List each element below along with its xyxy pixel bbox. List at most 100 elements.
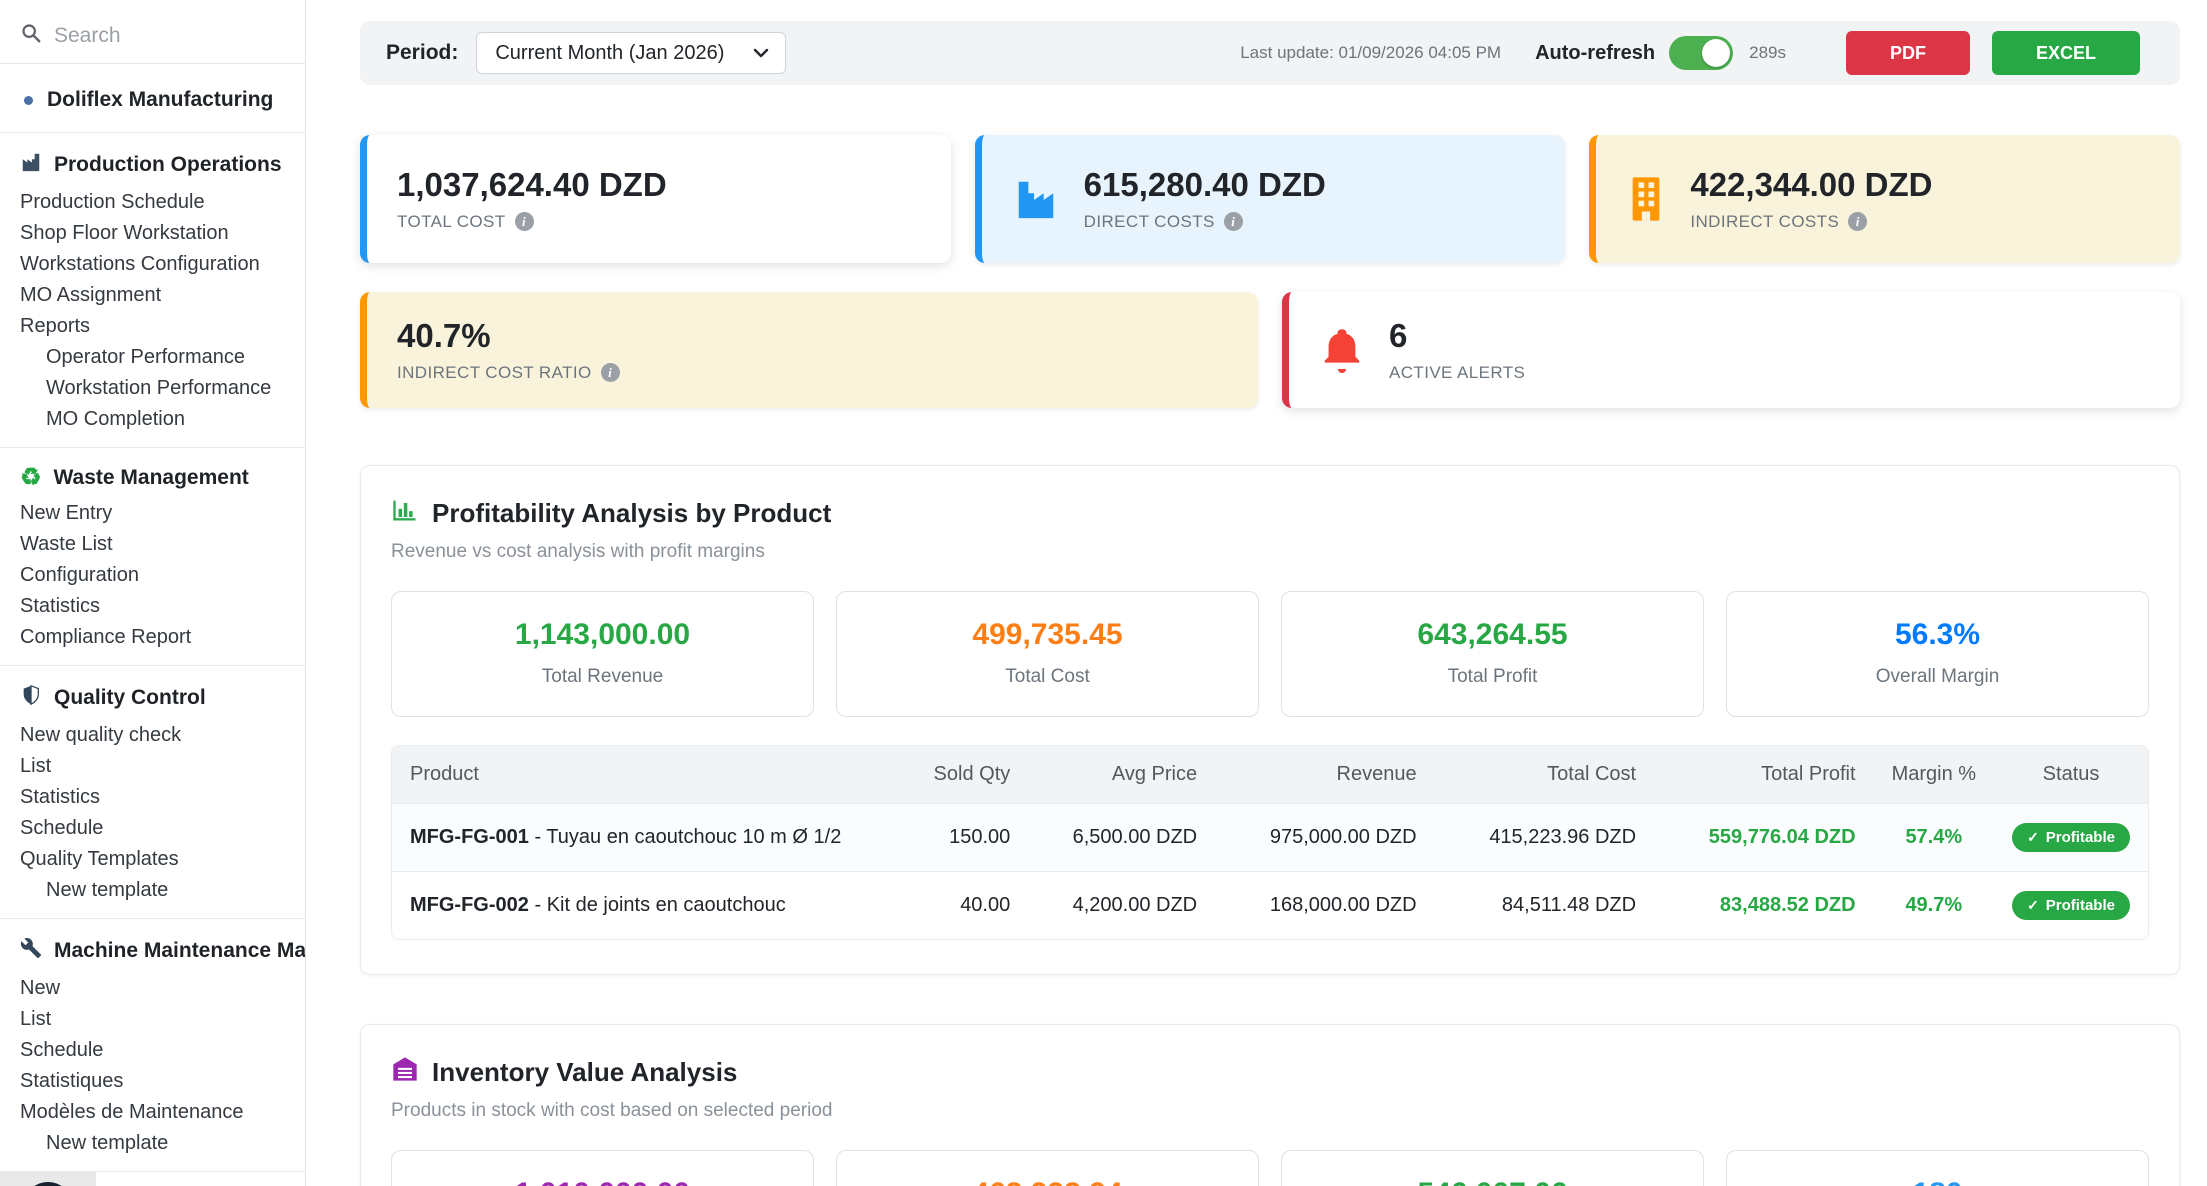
sidebar: Doliflex Manufacturing Production Operat… [0,0,306,1186]
kpi-card-indirect-costs: 422,344.00 DZD INDIRECT COSTS i [1589,135,2181,263]
sidebar-item-maintenance-list[interactable]: List [20,1008,52,1030]
sidebar-item-quality-templates[interactable]: Quality Templates [20,848,179,870]
indirect-ratio-label: INDIRECT COST RATIO [397,362,592,382]
sidebar-item-operator-performance[interactable]: Operator Performance [46,346,245,368]
profitability-table: Product Sold Qty Avg Price Revenue Total… [391,745,2149,940]
kpi-row-1: 1,037,624.40 DZD TOTAL COST i 615,280.40 … [360,135,2181,263]
sidebar-search [0,0,305,64]
sidebar-item-waste-statistics[interactable]: Statistics [20,595,101,617]
total-cost-label: TOTAL COST [397,211,506,231]
auto-refresh-label: Auto-refresh [1535,41,1656,64]
direct-costs-label: DIRECT COSTS [1083,211,1215,231]
period-select-wrap: Current Month (Jan 2026) [476,32,787,74]
direct-costs-value: 615,280.40 DZD [1083,166,1326,204]
kpi-card-active-alerts: 6 ACTIVE ALERTS [1282,292,2180,408]
indirect-costs-label: INDIRECT COSTS [1690,211,1840,231]
sidebar-item-waste-list[interactable]: Waste List [20,533,113,555]
sidebar-item-production-schedule[interactable]: Production Schedule [20,191,205,213]
shield-icon [20,684,42,712]
sidebar-item-maintenance-schedule[interactable]: Schedule [20,1039,104,1061]
sidebar-section-title-waste[interactable]: ♻ Waste Management [20,464,249,491]
php-icon-box: php [0,1172,96,1186]
sidebar-section-production: Production Operations Production Schedul… [0,151,305,448]
auto-refresh-toggle[interactable] [1669,36,1734,70]
kpi-card-indirect-ratio: 40.7% INDIRECT COST RATIO i [360,292,1258,408]
sidebar-section-title-maintenance[interactable]: Machine Maintenance Man... [20,937,305,965]
profitability-section: Profitability Analysis by Product Revenu… [360,465,2180,975]
info-icon[interactable]: i [1848,212,1868,232]
wrench-icon [20,937,42,965]
active-alerts-label: ACTIVE ALERTS [1389,362,1526,382]
bar-chart-icon [391,496,419,531]
stat-total-cost: 499,735.45 Total Cost [836,591,1259,717]
sidebar-item-mo-completion[interactable]: MO Completion [46,408,185,430]
sidebar-item-reports[interactable]: Reports [20,315,91,337]
company-dot-icon [24,95,33,105]
excel-button[interactable]: EXCEL [1991,31,2140,75]
sidebar-item-cost-analytics[interactable]: php Cost Analytics [0,1171,305,1186]
stat-inventory-cost: 463,992.94 Inventory Value (Cost) [836,1150,1259,1186]
sidebar-item-quality-new-template[interactable]: New template [46,879,169,901]
sidebar-item-new-quality-check[interactable]: New quality check [20,724,182,746]
kpi-card-total-cost: 1,037,624.40 DZD TOTAL COST i [360,135,951,263]
sidebar-item-compliance-report[interactable]: Compliance Report [20,626,192,648]
status-badge: ✓ Profitable [2012,891,2130,920]
sidebar-item-waste-configuration[interactable]: Configuration [20,564,139,586]
profitability-title: Profitability Analysis by Product [432,498,832,528]
sidebar-item-maintenance-new[interactable]: New [20,977,61,999]
inventory-section: Inventory Value Analysis Products in sto… [360,1024,2180,1186]
warehouse-icon [391,1055,419,1090]
info-icon[interactable]: i [514,212,534,232]
inventory-title: Inventory Value Analysis [432,1057,738,1087]
sidebar-item-workstations-configuration[interactable]: Workstations Configuration [20,253,260,275]
pdf-button[interactable]: PDF [1845,31,1970,75]
sidebar-section-title-production[interactable]: Production Operations [20,151,285,179]
sidebar-item-statistiques[interactable]: Statistiques [20,1070,124,1092]
main-content: Period: Current Month (Jan 2026) Last up… [306,0,2207,1186]
kpi-card-direct-costs: 615,280.40 DZD DIRECT COSTS i [974,135,1566,263]
period-label: Period: [386,41,459,64]
sidebar-section-maintenance: Machine Maintenance Man... New List Sche… [0,937,305,1171]
indirect-ratio-value: 40.7% [397,317,491,355]
recycle-icon: ♻ [20,464,42,491]
check-icon: ✓ [2027,897,2039,913]
table-row: MFG-FG-001 - Tuyau en caoutchouc 10 m Ø … [392,803,2148,872]
stat-inventory-selling: 1,010,000.00 Inventory Value (Selling) [391,1150,814,1186]
sidebar-section-waste: ♻ Waste Management New Entry Waste List … [0,466,305,666]
sidebar-item-shop-floor-workstation[interactable]: Shop Floor Workstation [20,222,229,244]
sidebar-item-mo-assignment[interactable]: MO Assignment [20,284,162,306]
sidebar-section-quality: Quality Control New quality check List S… [0,684,305,919]
active-alerts-value: 6 [1389,317,1408,355]
sidebar-item-quality-statistics[interactable]: Statistics [20,786,101,808]
check-icon: ✓ [2027,829,2039,845]
toggle-knob [1702,39,1731,67]
refresh-countdown: 289s [1749,43,1786,62]
kpi-row-2: 40.7% INDIRECT COST RATIO i 6 ACTIVE ALER… [360,292,2180,408]
company-name: Doliflex Manufacturing [47,88,274,111]
stat-total-profit: 643,264.55 Total Profit [1281,591,1704,717]
inventory-stats: 1,010,000.00 Inventory Value (Selling) 4… [391,1150,2149,1186]
search-input[interactable] [54,23,305,48]
table-header-row: Product Sold Qty Avg Price Revenue Total… [392,746,2148,804]
building-icon [1626,174,1666,224]
sidebar-item-company[interactable]: Doliflex Manufacturing [0,64,305,133]
info-icon[interactable]: i [1223,212,1243,232]
status-badge: ✓ Profitable [2012,823,2130,852]
stat-total-revenue: 1,143,000.00 Total Revenue [391,591,814,717]
profitability-stats: 1,143,000.00 Total Revenue 499,735.45 To… [391,591,2149,717]
indirect-costs-value: 422,344.00 DZD [1690,166,1933,204]
sidebar-item-modeles-de-maintenance[interactable]: Modèles de Maintenance [20,1101,244,1123]
total-cost-value: 1,037,624.40 DZD [397,166,667,204]
factory-icon [20,151,42,179]
bell-icon [1319,325,1365,375]
sidebar-item-quality-schedule[interactable]: Schedule [20,817,104,839]
sidebar-item-maintenance-new-template[interactable]: New template [46,1132,169,1154]
info-icon[interactable]: i [600,363,620,383]
sidebar-section-title-quality[interactable]: Quality Control [20,684,285,712]
sidebar-item-workstation-performance[interactable]: Workstation Performance [46,377,272,399]
sidebar-item-quality-list[interactable]: List [20,755,52,777]
stat-potential-profit: 546,007.06 Potential Profit [1281,1150,1704,1186]
period-select[interactable]: Current Month (Jan 2026) [476,32,787,74]
sidebar-item-new-entry[interactable]: New Entry [20,502,113,524]
search-icon [20,22,42,49]
